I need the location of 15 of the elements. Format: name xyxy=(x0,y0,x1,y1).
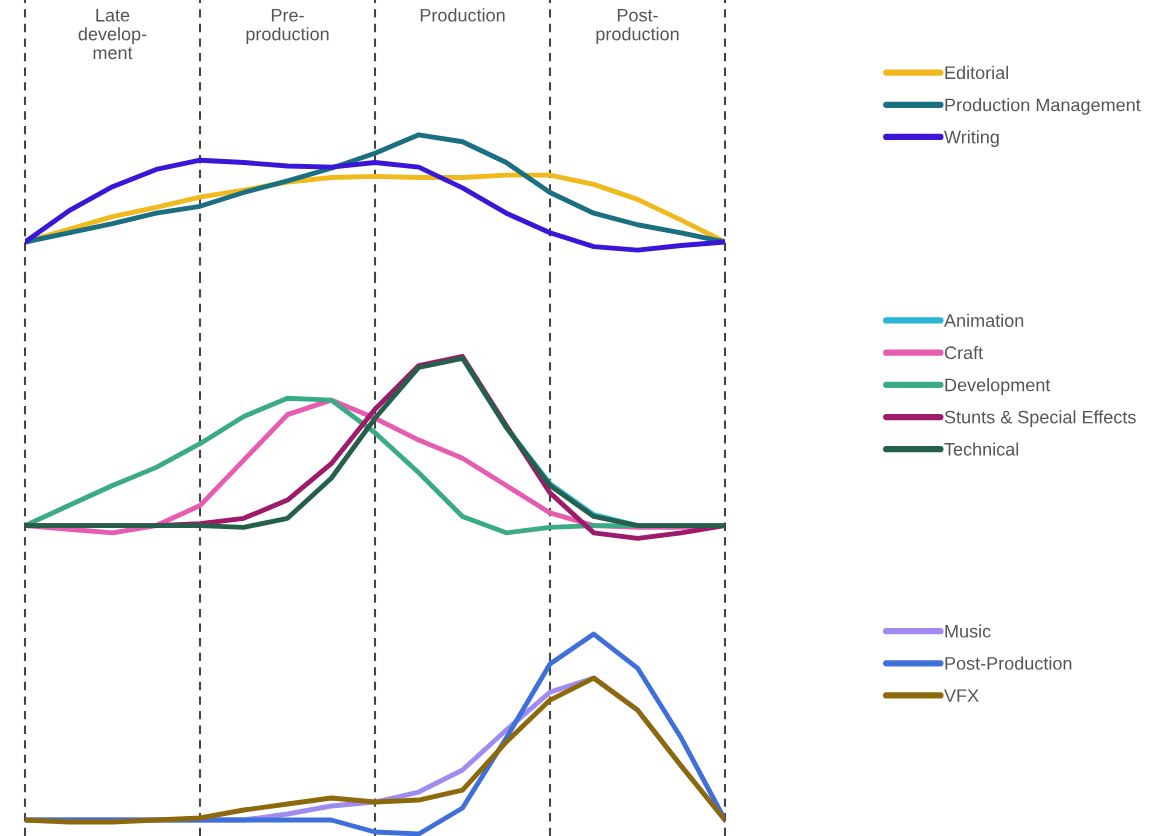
x-tick-label: Post- production xyxy=(596,9,679,44)
legend-label: Music xyxy=(945,624,991,638)
legend-label: Writing xyxy=(944,130,999,148)
legend-label: Editorial xyxy=(945,65,1009,80)
legend-label: Craft xyxy=(944,345,983,360)
legend-label: VFX xyxy=(944,689,979,702)
x-tick-label: Late develop- ment xyxy=(78,9,147,60)
legend-label: Post-Production xyxy=(945,656,1072,670)
x-tick-label: Production xyxy=(420,8,505,22)
legend-label: Production Management xyxy=(945,98,1141,115)
legend-label: Animation xyxy=(944,313,1024,327)
legend-label: Technical xyxy=(944,442,1019,456)
legend-label: Development xyxy=(945,378,1051,395)
x-tick-label: Pre- production xyxy=(246,9,329,44)
legend-label: Stunts & Special Effects xyxy=(944,410,1136,428)
